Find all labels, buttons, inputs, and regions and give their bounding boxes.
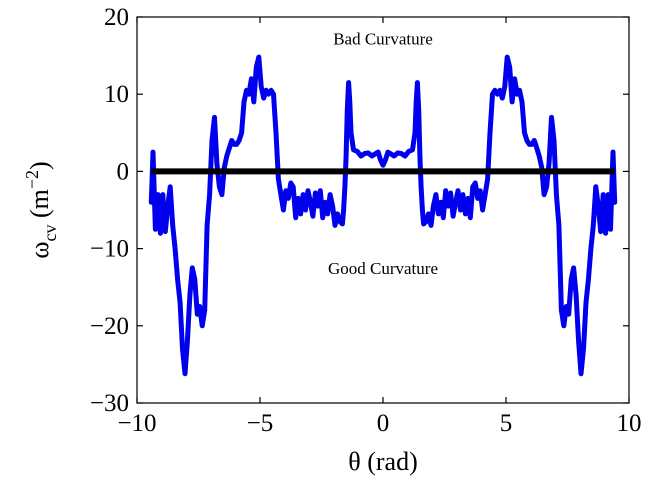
x-axis-label: θ (rad) xyxy=(348,447,417,476)
y-axis-label-sub: cv xyxy=(40,225,60,242)
x-tick-label: −10 xyxy=(117,410,156,437)
y-axis-label-unit-open: (m xyxy=(25,189,54,224)
y-tick-label: −20 xyxy=(90,313,129,340)
axis-ticks xyxy=(136,16,630,404)
y-axis-label-main: ω xyxy=(25,242,54,259)
x-tick-label: 10 xyxy=(617,410,642,437)
x-tick-label: 0 xyxy=(377,410,390,437)
y-tick-label: −30 xyxy=(90,390,129,417)
plot-area xyxy=(136,16,630,404)
series-line-omega-cv xyxy=(148,54,618,377)
y-axis-label-unit-close: ) xyxy=(25,161,54,170)
y-tick-label: 10 xyxy=(104,81,129,108)
y-axis-label-unit-sup: −2 xyxy=(22,170,42,189)
y-tick-label: 0 xyxy=(117,158,130,185)
axis-tick-labels: −10 −5 0 5 10 −30 −20 −10 0 10 20 xyxy=(90,4,642,437)
x-tick-label: 5 xyxy=(500,410,513,437)
series-layer xyxy=(148,54,618,377)
x-tick-label: −5 xyxy=(247,410,274,437)
y-tick-label: −10 xyxy=(90,236,129,263)
y-tick-label: 20 xyxy=(104,4,129,31)
annotation-good-curvature: Good Curvature xyxy=(328,259,438,278)
y-axis-label: ωcv (m−2) xyxy=(22,161,60,258)
annotation-bad-curvature: Bad Curvature xyxy=(333,30,433,49)
